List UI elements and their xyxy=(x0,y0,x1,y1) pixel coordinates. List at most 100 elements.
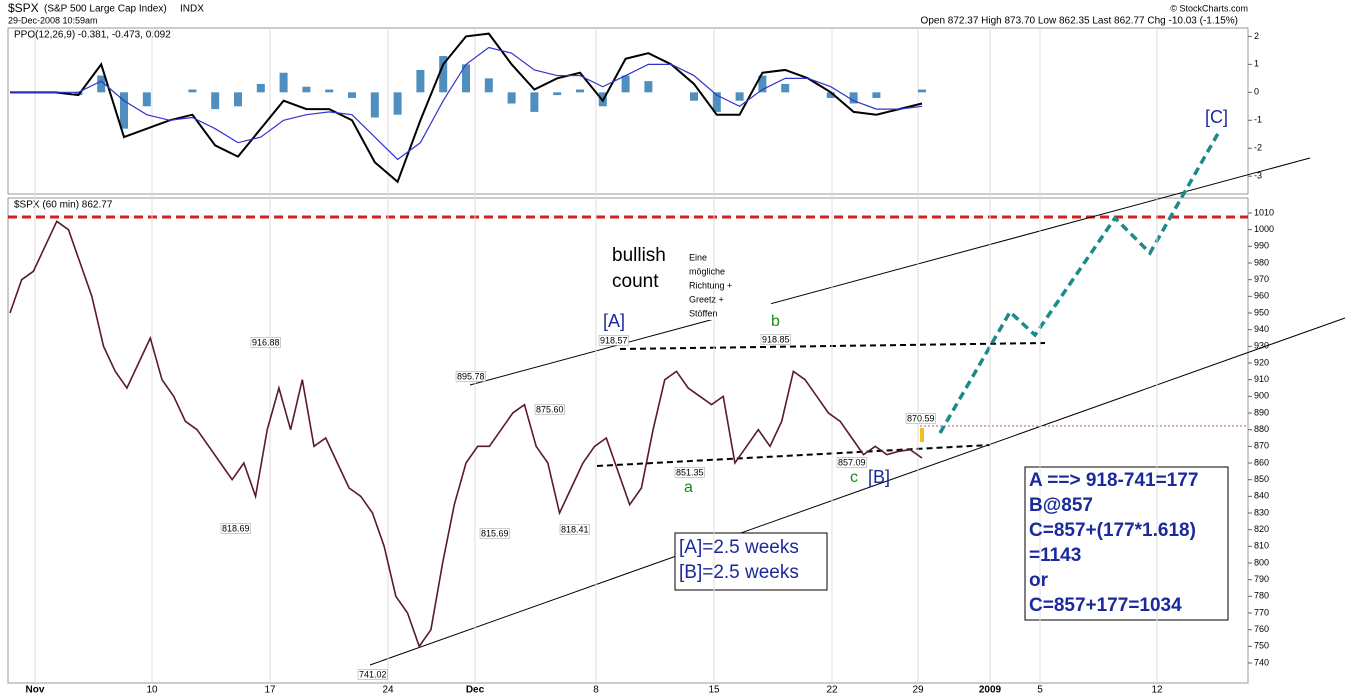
annotation: A ==> 918-741=177 xyxy=(1029,470,1198,491)
note-box xyxy=(1024,466,1229,621)
annotation: C=857+177=1034 xyxy=(1029,595,1182,616)
source: © StockCharts.com xyxy=(1170,3,1248,13)
annotation: Richtung + xyxy=(689,280,732,290)
x-tick-label: 5 xyxy=(1037,685,1043,696)
annotation: 818.69 xyxy=(222,523,250,533)
y-tick-label: 940 xyxy=(1254,324,1269,334)
label-background xyxy=(905,413,936,424)
y-tick-label: 750 xyxy=(1254,641,1269,651)
histogram-bar xyxy=(530,92,539,112)
exchange: INDX xyxy=(180,4,204,15)
ppo-legend: PPO(12,26,9) -0.381, -0.473, 0.092 xyxy=(14,30,171,41)
label-background xyxy=(220,523,251,534)
y-tick-label: 800 xyxy=(1254,557,1269,567)
label-background xyxy=(534,404,565,415)
annotation: or xyxy=(1029,570,1049,591)
x-tick-label: 24 xyxy=(382,685,394,696)
y-tick-label: 850 xyxy=(1254,474,1269,484)
series-line xyxy=(10,32,923,184)
histogram-bar xyxy=(302,86,311,93)
annotation: 918.85 xyxy=(762,334,790,344)
y-tick-label: 810 xyxy=(1254,541,1269,551)
annotation: a xyxy=(684,479,693,496)
histogram-bar xyxy=(690,92,698,101)
series-line xyxy=(9,220,923,649)
y-tick-label: -2 xyxy=(1254,143,1262,153)
histogram-bar xyxy=(97,75,106,93)
y-tick-label: 790 xyxy=(1254,574,1269,584)
histogram-bar xyxy=(576,89,584,93)
histogram-bar xyxy=(211,92,220,110)
annotation: 918.57 xyxy=(600,335,628,345)
histogram-bar xyxy=(712,92,721,112)
label-background xyxy=(455,371,486,382)
histogram-bar xyxy=(325,89,334,93)
annotation: [B]=2.5 weeks xyxy=(679,562,799,583)
histogram-bar xyxy=(188,89,197,93)
y-tick-label: 760 xyxy=(1254,624,1269,634)
quote: Open 872.37 High 873.70 Low 862.35 Last … xyxy=(921,16,1238,27)
annotation: [A]=2.5 weeks xyxy=(679,537,799,558)
y-tick-label: 920 xyxy=(1254,357,1269,367)
histogram-bar xyxy=(234,92,242,107)
histogram-bar xyxy=(849,92,858,104)
histogram-bar xyxy=(918,89,926,93)
annotation: bullish xyxy=(612,245,666,266)
histogram-bar xyxy=(758,75,767,93)
histogram-bar xyxy=(416,69,425,93)
histogram-bar xyxy=(826,92,835,98)
annotation: =1143 xyxy=(1029,545,1081,566)
annotation: [C] xyxy=(1205,107,1228,127)
y-tick-label: 950 xyxy=(1254,307,1269,317)
annotation: 857.09 xyxy=(838,457,866,467)
x-tick-label: 17 xyxy=(264,685,276,696)
histogram-bar xyxy=(370,92,379,118)
histogram-bar xyxy=(735,92,744,101)
x-tick-label: 2009 xyxy=(979,685,1002,696)
y-tick-label: 780 xyxy=(1254,591,1269,601)
annotation: [B] xyxy=(868,467,890,487)
label-background xyxy=(674,467,705,478)
drawings xyxy=(8,129,1346,666)
annotation: b xyxy=(771,313,780,330)
y-tick-label: 1000 xyxy=(1254,224,1274,234)
annotation: 875.60 xyxy=(536,404,564,414)
channel-line xyxy=(469,157,1311,386)
x-tick-label: 10 xyxy=(146,685,158,696)
last-marker xyxy=(920,428,924,442)
y-tick-label: 980 xyxy=(1254,257,1269,267)
note-box xyxy=(686,250,771,320)
annotation: Eine xyxy=(689,252,707,262)
y-tick-label: 740 xyxy=(1254,657,1269,667)
histogram-bar xyxy=(781,83,790,93)
histogram-bar xyxy=(462,64,470,93)
x-tick-label: Nov xyxy=(26,685,45,696)
symbol: $SPX xyxy=(8,1,39,15)
price-legend: $SPX (60 min) 862.77 xyxy=(14,200,113,211)
annotation: 895.78 xyxy=(457,371,485,381)
x-tick-label: 22 xyxy=(826,685,838,696)
histogram-bar xyxy=(256,83,265,93)
y-tick-label: 880 xyxy=(1254,424,1269,434)
x-tick-label: 12 xyxy=(1151,685,1163,696)
histogram-bar xyxy=(439,55,448,93)
timestamp: 29-Dec-2008 10:59am xyxy=(8,15,98,25)
x-tick-label: Dec xyxy=(466,685,485,696)
label-background xyxy=(760,334,791,345)
annotation: B@857 xyxy=(1029,495,1093,516)
y-tick-label: 970 xyxy=(1254,274,1269,284)
series-line xyxy=(10,46,923,161)
channel-line xyxy=(369,317,1346,666)
y-tick-label: 1 xyxy=(1254,59,1259,69)
y-tick-label: 0 xyxy=(1254,87,1259,97)
histogram-bar xyxy=(507,92,516,104)
label-background xyxy=(836,457,867,468)
index-name: (S&P 500 Large Cap Index) xyxy=(44,4,167,15)
label-background xyxy=(598,335,629,346)
y-tick-label: 830 xyxy=(1254,507,1269,517)
x-tick-label: 15 xyxy=(708,685,720,696)
range-line xyxy=(596,444,991,467)
y-tick-label: 990 xyxy=(1254,241,1269,251)
label-background xyxy=(250,337,281,348)
